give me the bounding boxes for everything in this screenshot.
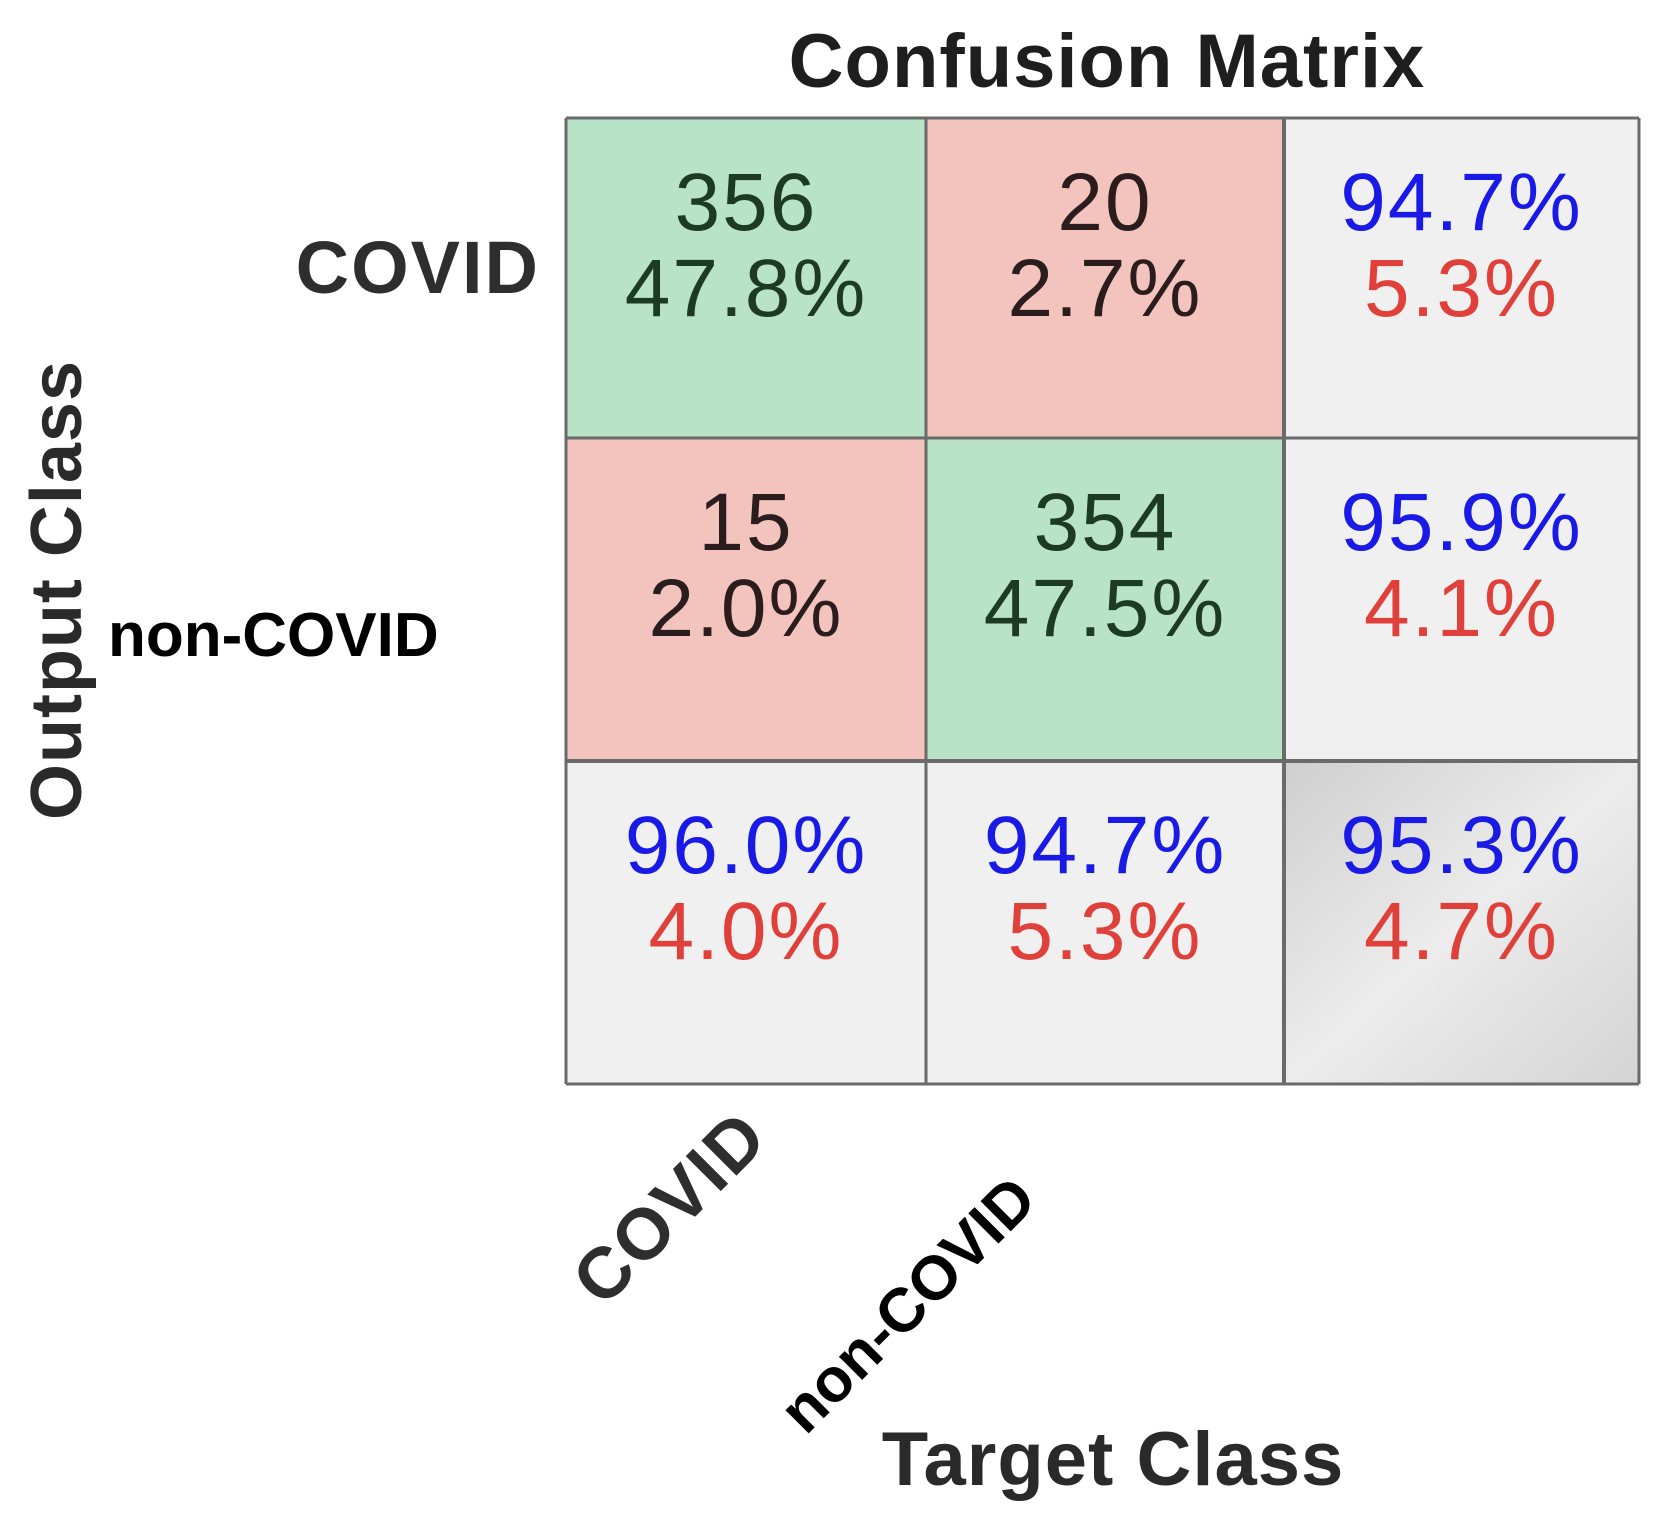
row-label-non-covid: non-COVID [108,601,439,670]
row-summary-correct-0: 94.7% [1340,157,1583,248]
cell-percent-1-0: 2.0% [649,563,844,654]
matrix-cell-1-1 [926,438,1284,761]
col-summary-incorrect-0: 4.0% [649,886,844,977]
cell-count-1-1: 354 [1034,477,1177,568]
col-summary-cell-0 [566,761,926,1084]
col-summary-cell-1 [926,761,1284,1084]
cell-count-0-1: 20 [1057,157,1152,248]
overall-accuracy-cell [1284,761,1639,1084]
cell-count-1-0: 15 [698,477,793,568]
row-summary-incorrect-0: 5.3% [1364,243,1559,334]
col-summary-correct-0: 96.0% [625,800,868,891]
cell-percent-0-1: 2.7% [1008,243,1203,334]
row-summary-cell-0 [1284,118,1639,438]
overall-correct: 95.3% [1340,800,1583,891]
row-summary-cell-1 [1284,438,1639,761]
overall-incorrect: 4.7% [1364,886,1559,977]
chart-title: Confusion Matrix [788,19,1426,104]
row-label-covid: COVID [295,226,540,309]
matrix-cell-0-1 [926,118,1284,438]
matrix-cell-1-0 [566,438,926,761]
col-summary-incorrect-1: 5.3% [1008,886,1203,977]
col-summary-correct-1: 94.7% [984,800,1227,891]
cell-count-0-0: 356 [675,157,818,248]
cell-percent-0-0: 47.8% [625,243,868,334]
cell-percent-1-1: 47.5% [984,563,1227,654]
x-axis-label: Target Class [881,1417,1345,1502]
row-summary-incorrect-1: 4.1% [1364,563,1559,654]
matrix-cell-0-0 [566,118,926,438]
row-summary-correct-1: 95.9% [1340,477,1583,568]
